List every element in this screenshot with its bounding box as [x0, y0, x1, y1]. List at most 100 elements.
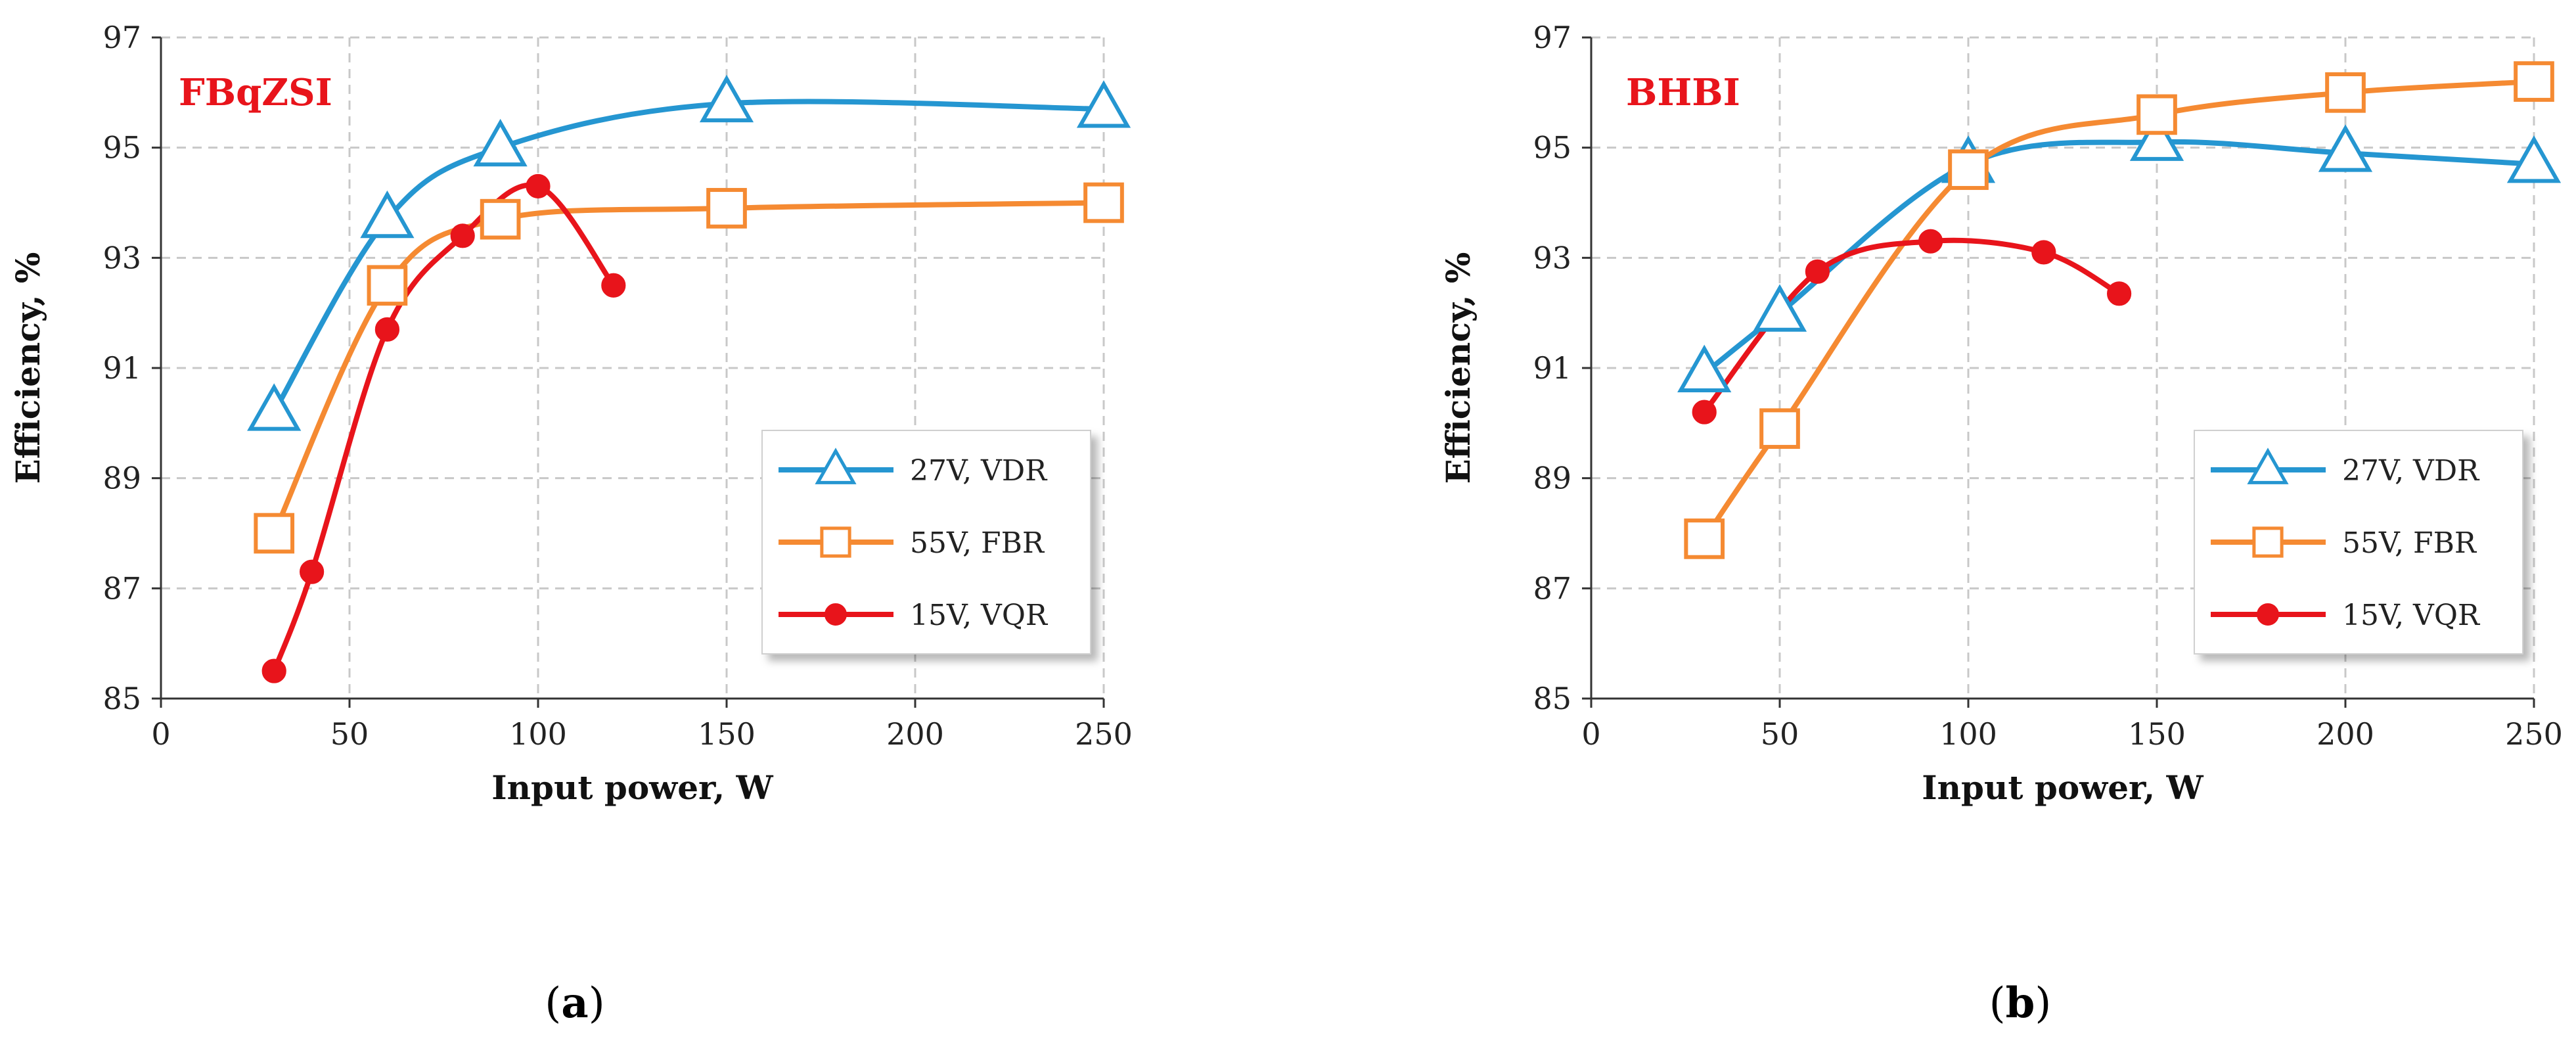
legend-entry: 27V, VDR [779, 448, 1048, 488]
legend-entry: 15V, VQR [2211, 599, 2481, 632]
x-axis-label: Input power, W [1922, 768, 2203, 807]
data-point [1076, 80, 1131, 128]
data-point [1692, 400, 1717, 425]
x-tick-label: 50 [1761, 716, 1799, 752]
legend-marker [825, 603, 847, 626]
data-point [526, 173, 551, 198]
legend-label: 15V, VQR [910, 599, 1049, 632]
y-tick-label: 91 [1533, 350, 1571, 386]
legend: 27V, VDR 55V, FBR 15V, VQR [2194, 430, 2523, 655]
y-tick-label: 91 [102, 350, 141, 386]
y-tick-label: 89 [102, 461, 141, 496]
panel-caption: (a) [545, 978, 604, 1028]
y-tick-label: 97 [1533, 20, 1571, 55]
y-tick-label: 95 [102, 130, 141, 166]
panel-caption: (b) [1989, 978, 2052, 1028]
data-point [699, 74, 754, 123]
x-tick-label: 100 [509, 716, 567, 752]
y-tick-label: 93 [1533, 240, 1571, 275]
legend-marker [2257, 603, 2279, 626]
data-point [1805, 259, 1830, 284]
data-point [254, 513, 295, 554]
legend-marker [2252, 526, 2284, 558]
legend-entry: 55V, FBR [2211, 526, 2477, 560]
tick-labels: 0 50 100 150 200 250 85 87 89 91 93 95 97 [102, 20, 1132, 752]
legend-symbol [779, 448, 893, 484]
legend: 27V, VDR 55V, FBR 15V, VQR [761, 430, 1091, 655]
x-tick-label: 200 [2316, 716, 2374, 752]
legend-symbol [2211, 448, 2326, 484]
data-point [374, 317, 400, 342]
data-point [367, 265, 408, 306]
legend-entry: 27V, VDR [2211, 448, 2480, 488]
legend-label: 55V, FBR [910, 526, 1045, 560]
x-tick-label: 0 [1581, 716, 1600, 752]
y-tick-label: 93 [102, 240, 141, 275]
legend-symbol [2211, 603, 2326, 626]
x-tick-label: 250 [1075, 716, 1133, 752]
data-point [1677, 344, 1732, 392]
legend-label: 15V, VQR [2342, 599, 2481, 632]
y-axis-label: Efficiency, % [9, 252, 47, 484]
data-point [1752, 284, 1807, 332]
data-point [300, 559, 325, 584]
x-tick-label: 150 [698, 716, 756, 752]
legend-label: 27V, VDR [910, 454, 1048, 488]
data-point [1083, 182, 1124, 223]
x-tick-label: 150 [2128, 716, 2186, 752]
data-point [261, 658, 286, 683]
data-point [247, 383, 302, 431]
legend-entry: 15V, VQR [779, 599, 1049, 632]
data-point [480, 198, 521, 240]
data-point [2107, 281, 2132, 306]
x-tick-label: 200 [886, 716, 944, 752]
x-tick-label: 0 [151, 716, 170, 752]
legend-symbol [779, 603, 893, 626]
data-point [2136, 94, 2177, 135]
data-point [2318, 124, 2373, 172]
data-point [450, 223, 475, 248]
data-point [2506, 135, 2562, 183]
data-point [601, 273, 626, 298]
data-point [473, 118, 528, 167]
data-point [2514, 61, 2554, 102]
y-tick-label: 87 [102, 570, 141, 606]
y-tick-label: 85 [102, 681, 141, 716]
chart-panel-a: 0 50 100 150 200 250 85 87 89 91 93 95 97 Input powe… [9, 20, 1133, 1028]
legend-marker [815, 448, 857, 484]
x-tick-label: 100 [1939, 716, 1997, 752]
series-layer [1677, 61, 2562, 559]
x-tick-label: 250 [2505, 716, 2563, 752]
series-layer [247, 74, 1131, 683]
data-point [360, 190, 415, 239]
y-tick-label: 87 [1533, 570, 1571, 606]
tick-labels: 0 50 100 150 200 250 85 87 89 91 93 95 97 [1533, 20, 2562, 752]
y-tick-label: 89 [1533, 461, 1571, 496]
data-point [2325, 72, 2366, 113]
caption-letter: b [2006, 978, 2035, 1028]
chart-panel-b: 0 50 100 150 200 250 85 87 89 91 93 95 97 Input powe… [1439, 20, 2563, 1028]
data-point [2031, 240, 2056, 265]
legend-label: 27V, VDR [2342, 454, 2480, 488]
data-point [1759, 408, 1800, 449]
panel-title: FBqZSI [179, 71, 332, 114]
y-tick-label: 85 [1533, 681, 1571, 716]
legend-symbol [779, 526, 893, 558]
data-point [1948, 149, 1989, 191]
y-axis-label: Efficiency, % [1439, 252, 1478, 484]
data-point [1684, 518, 1725, 559]
data-point [2129, 113, 2184, 161]
legend-label: 55V, FBR [2342, 526, 2477, 560]
legend-symbol [2211, 526, 2326, 558]
x-tick-label: 50 [330, 716, 369, 752]
legend-entry: 55V, FBR [779, 526, 1045, 560]
data-point [706, 188, 747, 229]
series-line [271, 200, 1106, 536]
x-axis-label: Input power, W [491, 768, 773, 807]
y-tick-label: 95 [1533, 130, 1571, 166]
legend-marker [2247, 448, 2289, 484]
series-line [271, 99, 1106, 415]
caption-letter: a [561, 978, 588, 1028]
